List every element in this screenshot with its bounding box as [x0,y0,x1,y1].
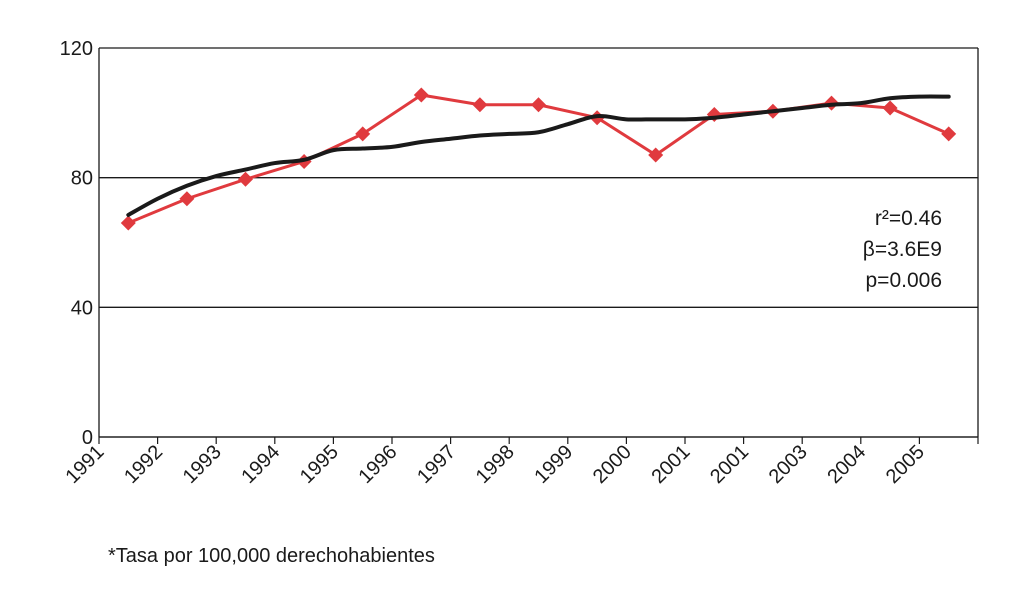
y-tick-label: 120 [60,38,93,60]
x-tick-label: 2001 [706,441,753,488]
x-tick-label: 1991 [62,441,109,488]
data-point-marker [882,100,898,116]
x-tick-label: 2003 [765,441,812,488]
data-point-marker [531,97,546,113]
x-tick-label: 2000 [589,441,636,488]
y-tick-label: 80 [71,168,93,190]
x-tick-label: 2001 [648,441,695,488]
data-point-marker [355,126,371,142]
x-tick-label: 2004 [823,441,870,488]
data-point-marker [413,87,429,103]
footnote: *Tasa por 100,000 derechohabientes [108,545,435,567]
x-tick-label: 1997 [413,441,460,488]
x-tick-label: 1992 [120,441,167,488]
y-tick-label: 0 [82,427,93,449]
data-point-marker [648,147,664,163]
data-point-marker [941,126,957,142]
x-tick-label: 1996 [355,441,402,488]
x-tick-label: 1999 [530,441,577,488]
x-tick-label: 2005 [882,441,929,488]
data-point-marker [179,191,195,207]
data-point-marker [120,215,136,231]
data-point-marker [238,171,253,187]
series-line-0 [126,93,951,225]
y-tick-label: 40 [71,297,93,319]
x-tick-label: 1995 [296,441,343,488]
stats-p: p=0.006 [866,269,943,292]
stats-annotation: r²=0.46 β=3.6E9 p=0.006 [863,207,942,292]
axis-layer [98,48,979,444]
series-line-1 [126,94,951,217]
stats-r2: r²=0.46 [875,207,942,230]
x-tick-label: 1993 [179,441,226,488]
x-tick-label: 1994 [237,441,284,488]
chart: 0 40 80 120 1991 1992 1993 1994 1995 1996 1997 1998… [60,38,979,488]
data-point-marker [472,97,488,113]
series-layer [120,87,957,231]
x-tick-label: 1998 [472,441,519,488]
stats-beta: β=3.6E9 [863,238,942,261]
